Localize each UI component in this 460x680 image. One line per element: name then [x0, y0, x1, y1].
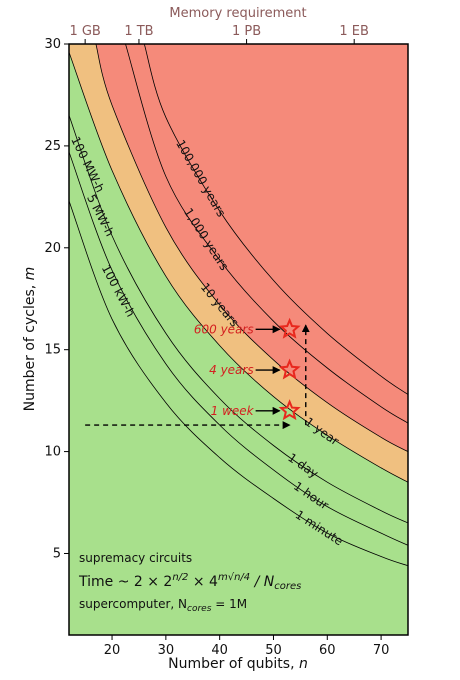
x-tick-label-1: 30 — [158, 643, 175, 658]
formula-prefix: Time ~ 2 × 2 — [78, 574, 172, 590]
top-tick-label-2: 1 PB — [232, 24, 261, 39]
star-marker-0 — [278, 317, 301, 339]
formula-exp2: m√n/4 — [218, 572, 250, 583]
contour-line-6 — [143, 44, 408, 395]
top-axis-title: Memory requirement — [169, 6, 306, 21]
y-tick-label-3: 20 — [44, 241, 61, 256]
x-axis-title-var: n — [299, 656, 308, 672]
region-orange-corner — [69, 44, 96, 53]
formula-annotation: supremacy circuits Time ~ 2 × 2n/2 × 4m√… — [78, 551, 301, 614]
top-tick-label-3: 1 EB — [339, 24, 369, 39]
region-orange — [69, 44, 408, 483]
region-red — [95, 44, 408, 452]
x-tick-label-3: 50 — [265, 643, 282, 658]
region-green — [69, 52, 408, 635]
marker-label-2: 1 week — [211, 404, 255, 418]
y-axis-title-var: m — [22, 267, 38, 281]
top-tick-label-1: 1 TB — [124, 24, 153, 39]
contour-line-5 — [125, 44, 408, 424]
formula-sub: cores — [274, 581, 301, 592]
star-marker-1 — [278, 358, 301, 380]
star-marker-2 — [278, 399, 301, 421]
formula-mid: × 4 — [188, 574, 218, 590]
x-axis-title: Number of qubits, n — [168, 656, 308, 672]
axes: 20 30 40 50 60 70 5 10 15 20 25 30 1 GB 1 TB 1 PB 1 EB — [44, 24, 389, 658]
x-tick-label-2: 40 — [211, 643, 228, 658]
x-tick-label-4: 60 — [319, 643, 336, 658]
top-tick-label-0: 1 GB — [69, 24, 100, 39]
contour-line-2 — [69, 115, 408, 524]
y-tick-label-1: 10 — [44, 445, 61, 460]
annotation-line3-suffix: = 1M — [211, 597, 247, 611]
dashed-paths — [85, 324, 310, 430]
markers: 600 years 4 years 1 week — [194, 317, 301, 421]
y-axis-title: Number of cycles, m — [22, 267, 38, 412]
y-tick-label-2: 15 — [44, 343, 61, 358]
marker-label-0: 600 years — [194, 322, 254, 336]
x-tick-label-0: 20 — [104, 643, 121, 658]
annotation-line2: Time ~ 2 × 2n/2 × 4m√n/4 / Ncores — [78, 572, 301, 592]
annotation-line3-sub: cores — [187, 604, 212, 614]
contours — [69, 44, 408, 567]
formula-exp1: n/2 — [172, 572, 188, 583]
contour-line-4 — [95, 44, 408, 452]
annotation-line1: supremacy circuits — [79, 551, 192, 565]
x-axis-title-text: Number of qubits, — [168, 656, 299, 672]
formula-slash: / N — [250, 574, 275, 590]
contour-line-3 — [69, 52, 408, 483]
y-tick-label-0: 5 — [53, 546, 61, 561]
x-tick-label-5: 70 — [373, 643, 390, 658]
plot-frame — [68, 43, 409, 636]
y-tick-label-5: 30 — [44, 37, 61, 52]
annotation-line3-prefix: supercomputer, N — [79, 597, 187, 611]
contour-line-1 — [69, 151, 408, 546]
marker-label-1: 4 years — [209, 363, 253, 377]
y-tick-label-4: 25 — [44, 139, 61, 154]
plot-area — [69, 44, 408, 635]
contour-line-0 — [69, 200, 408, 567]
y-axis-title-text: Number of cycles, — [22, 280, 38, 411]
annotation-line3: supercomputer, Ncores = 1M — [79, 597, 247, 614]
